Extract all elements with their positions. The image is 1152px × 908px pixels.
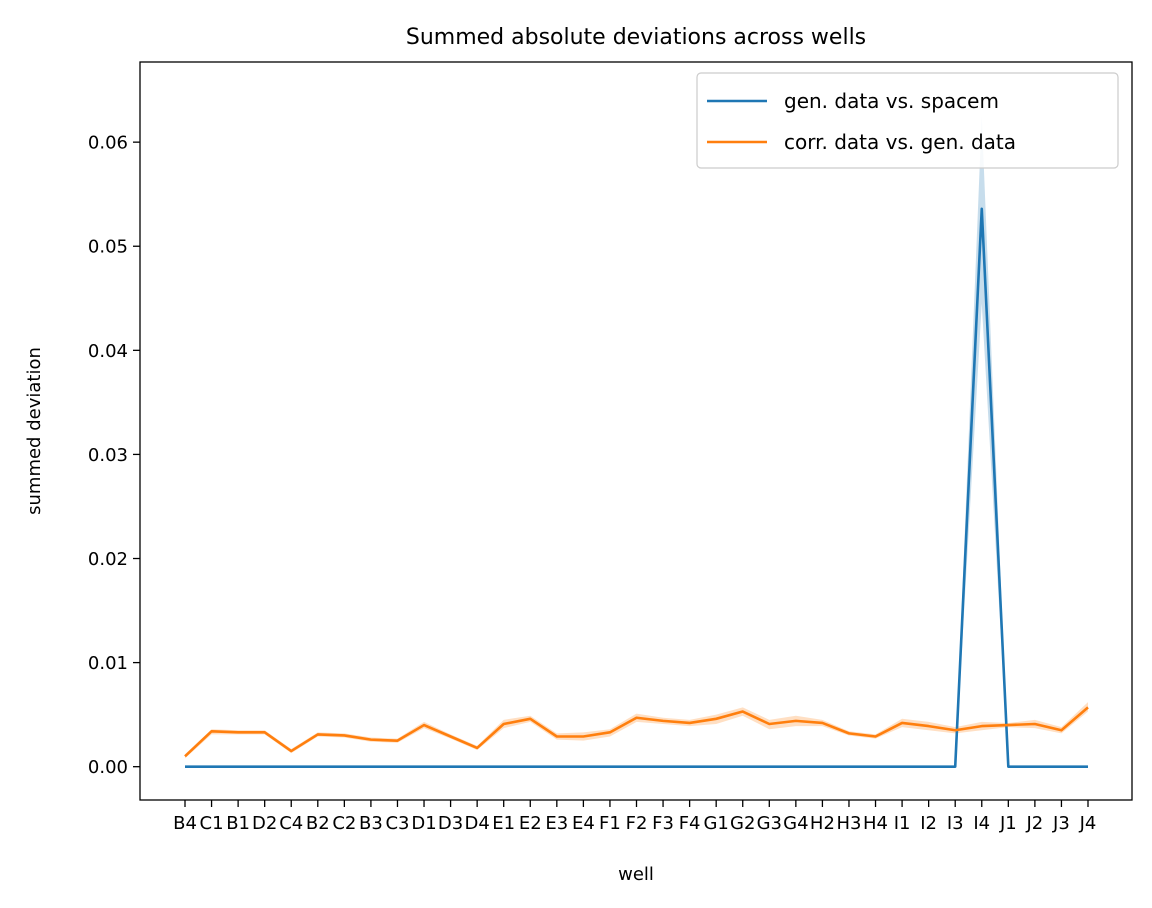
x-tick-label: I2	[920, 813, 937, 834]
y-axis-label: summed deviation	[24, 347, 45, 515]
x-tick-label: J2	[1025, 813, 1043, 834]
x-tick-label: J4	[1079, 813, 1097, 834]
y-tick-label: 0.02	[88, 549, 128, 570]
x-tick-label: F1	[599, 813, 621, 834]
x-tick-label: I1	[894, 813, 911, 834]
x-tick-label: C2	[332, 813, 356, 834]
x-tick-label: G2	[730, 813, 755, 834]
x-tick-label: D1	[411, 813, 436, 834]
x-axis: B4 C1 B1 D2 C4 B2 C2 B3 C3 D1 D3 D4 E1 E2 E3 E4 F1 F2 F3 F4…	[173, 800, 1096, 834]
x-tick-label: F4	[679, 813, 701, 834]
x-tick-label: J1	[999, 813, 1017, 834]
x-tick-label: I4	[973, 813, 990, 834]
legend-box	[696, 72, 1119, 169]
x-tick-label: B4	[173, 813, 197, 834]
series-line	[185, 207, 1088, 768]
x-tick-label: B1	[226, 813, 250, 834]
x-tick-label: E3	[545, 813, 568, 834]
legend-label: corr. data vs. gen. data	[784, 130, 1016, 154]
x-tick-label: G4	[783, 813, 808, 834]
chart-title: Summed absolute deviations across wells	[406, 25, 866, 50]
x-tick-label: F2	[626, 813, 648, 834]
x-tick-label: I3	[947, 813, 964, 834]
x-tick-label: D2	[252, 813, 277, 834]
y-tick-label: 0.06	[88, 133, 128, 154]
x-axis-label: well	[618, 864, 654, 885]
x-tick-label: G1	[703, 813, 728, 834]
x-tick-label: H3	[836, 813, 861, 834]
y-tick-label: 0.04	[88, 341, 128, 362]
y-tick-label: 0.05	[88, 237, 128, 258]
series-line	[184, 706, 1089, 758]
y-axis: 0.00 0.01 0.02 0.03 0.04 0.05 0.06	[88, 133, 140, 778]
x-tick-label: H2	[810, 813, 835, 834]
x-tick-label: C1	[200, 813, 224, 834]
x-tick-label: E2	[519, 813, 542, 834]
legend-label: gen. data vs. spacem	[784, 89, 999, 113]
x-tick-label: B2	[306, 813, 330, 834]
x-tick-label: C4	[279, 813, 303, 834]
legend: gen. data vs. spacem corr. data vs. gen. …	[696, 72, 1119, 169]
x-tick-label: E1	[492, 813, 515, 834]
y-tick-label: 0.00	[88, 757, 128, 778]
x-tick-label: E4	[572, 813, 595, 834]
x-tick-label: B3	[359, 813, 383, 834]
x-tick-label: C3	[385, 813, 409, 834]
x-tick-label: F3	[652, 813, 674, 834]
series-lines	[184, 207, 1089, 768]
y-tick-label: 0.01	[88, 653, 128, 674]
x-tick-label: H4	[863, 813, 888, 834]
x-tick-label: J3	[1052, 813, 1070, 834]
x-tick-label: D3	[438, 813, 463, 834]
x-tick-label: D4	[464, 813, 489, 834]
x-tick-label: G3	[757, 813, 782, 834]
y-tick-label: 0.03	[88, 445, 128, 466]
